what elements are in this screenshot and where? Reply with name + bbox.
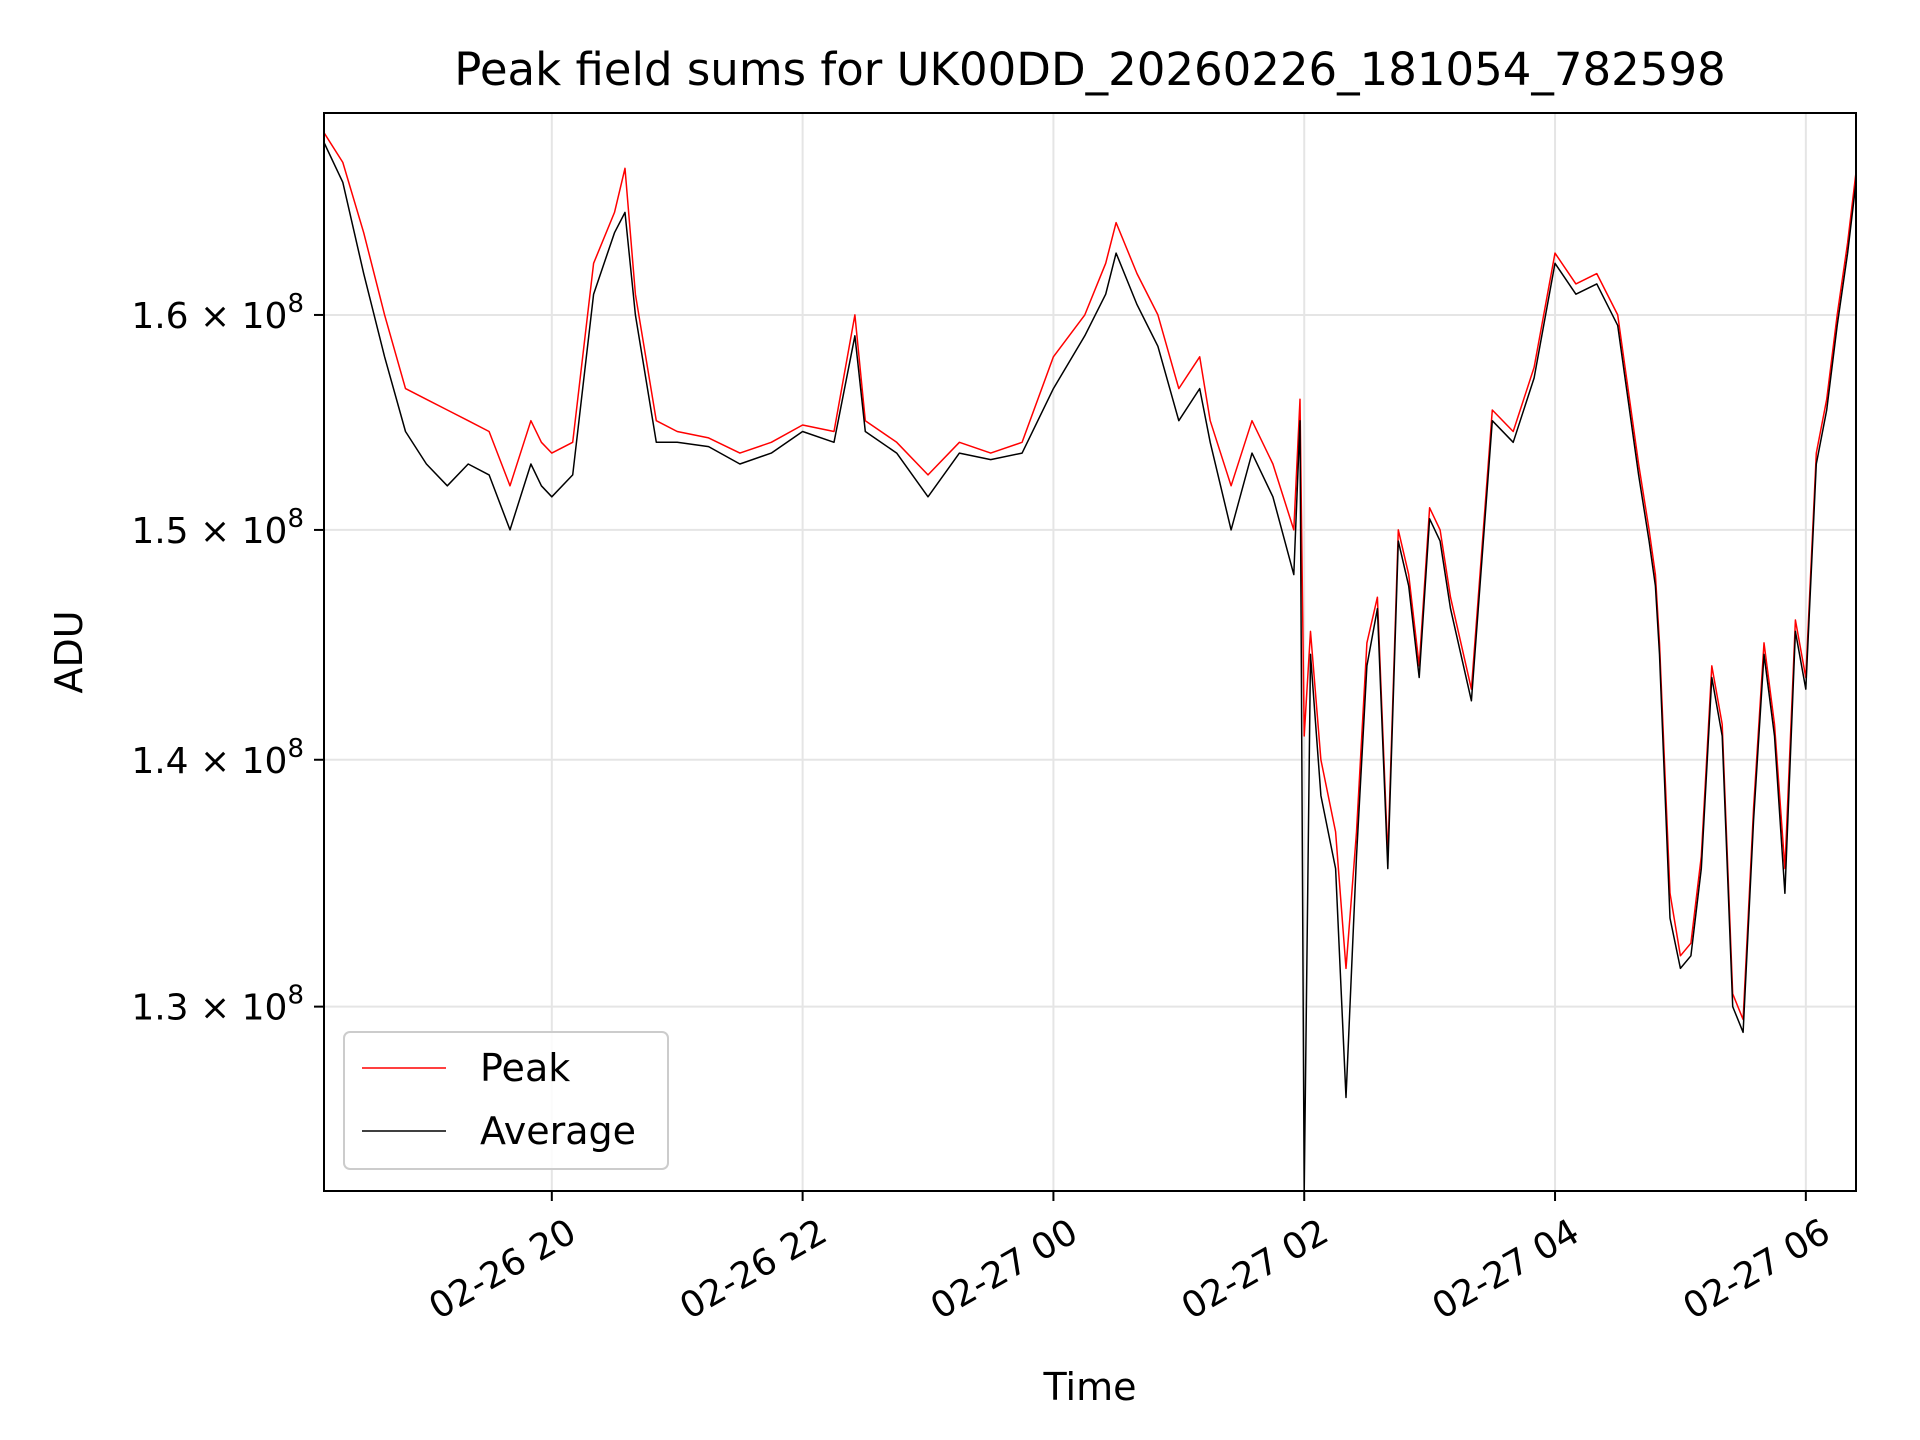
legend-label-peak: Peak — [480, 1046, 570, 1090]
y-axis-label: ADU — [47, 610, 91, 693]
chart-title: Peak field sums for UK00DD_20260226_1810… — [454, 43, 1725, 96]
plot-area-frame — [323, 112, 1857, 1192]
series-line-average — [323, 142, 1857, 1192]
y-tick-label: 1.5 × 108 — [131, 504, 304, 552]
y-axis-ticks: 1.3 × 108 1.4 × 108 1.5 × 108 1.6 × 108 — [131, 289, 324, 1029]
series-line-peak — [323, 132, 1857, 1021]
legend-box — [343, 1031, 669, 1170]
y-tick-label: 1.3 × 108 — [131, 981, 304, 1029]
y-tick-label: 1.6 × 108 — [131, 289, 304, 337]
legend-label-average: Average — [480, 1109, 636, 1153]
plot-series — [323, 132, 1857, 1192]
chart-legend: Peak Average — [343, 1031, 669, 1170]
x-axis-label: Time — [1043, 1365, 1137, 1409]
grid-lines — [324, 113, 1856, 1191]
y-tick-label: 1.4 × 108 — [131, 734, 304, 782]
